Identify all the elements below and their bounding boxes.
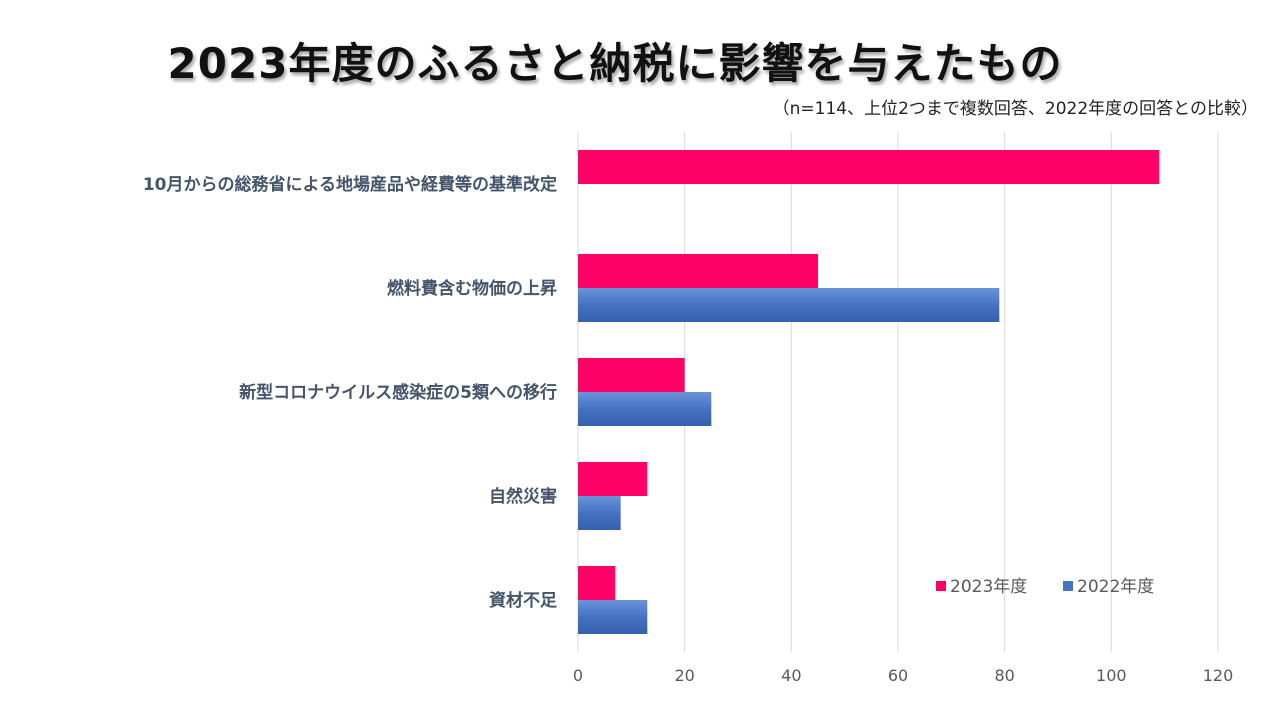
chart-title: 2023年度のふるさと納税に影響を与えたもの	[167, 39, 1063, 88]
x-tick-label: 80	[994, 666, 1014, 685]
x-tick-label: 60	[888, 666, 908, 685]
legend-swatch-0	[936, 581, 946, 591]
category-label: 10月からの総務省による地場産品や経費等の基準改定	[143, 174, 557, 195]
x-tick-label: 0	[573, 666, 583, 685]
bar-2023年度-3	[578, 462, 648, 496]
legend-swatch-1	[1063, 581, 1073, 591]
bar-2022年度-3	[578, 496, 621, 530]
bar-2023年度-4	[578, 566, 616, 600]
category-label: 新型コロナウイルス感染症の5類への移行	[239, 382, 557, 403]
bar-2022年度-4	[578, 600, 648, 634]
x-tick-label: 40	[781, 666, 801, 685]
bar-2022年度-2	[578, 392, 712, 426]
bar-2023年度-2	[578, 358, 685, 392]
bar-2023年度-0	[578, 150, 1160, 184]
chart-subtitle: （n=114、上位2つまで複数回答、2022年度の回答との比較）	[772, 99, 1258, 119]
x-tick-label: 120	[1203, 666, 1234, 685]
x-tick-label: 100	[1096, 666, 1127, 685]
x-tick-label: 20	[674, 666, 694, 685]
bar-2023年度-1	[578, 254, 818, 288]
category-label: 資材不足	[489, 590, 557, 611]
legend-label-1: 2022年度	[1077, 577, 1154, 597]
category-label: 燃料費含む物価の上昇	[387, 278, 557, 299]
bar-2022年度-1	[578, 288, 1000, 322]
legend-label-0: 2023年度	[950, 577, 1027, 597]
category-label: 自然災害	[489, 486, 557, 507]
